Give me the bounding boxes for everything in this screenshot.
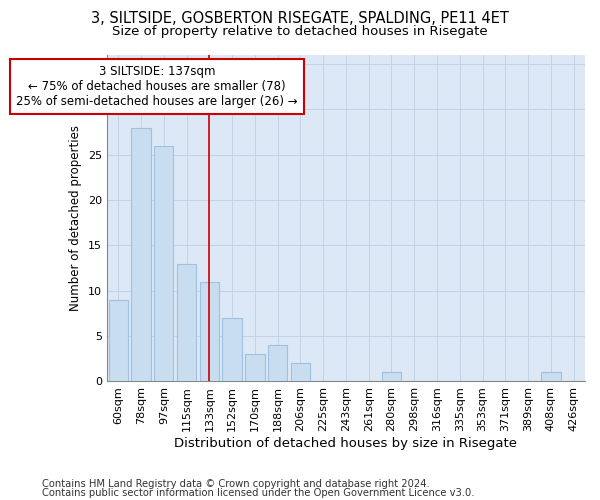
Y-axis label: Number of detached properties: Number of detached properties bbox=[70, 125, 82, 311]
Text: Contains HM Land Registry data © Crown copyright and database right 2024.: Contains HM Land Registry data © Crown c… bbox=[42, 479, 430, 489]
Bar bbox=[382, 372, 401, 382]
X-axis label: Distribution of detached houses by size in Risegate: Distribution of detached houses by size … bbox=[175, 437, 517, 450]
Bar bbox=[541, 372, 560, 382]
Bar bbox=[154, 146, 173, 382]
Bar bbox=[291, 364, 310, 382]
Bar bbox=[245, 354, 265, 382]
Bar bbox=[223, 318, 242, 382]
Bar bbox=[131, 128, 151, 382]
Text: 3, SILTSIDE, GOSBERTON RISEGATE, SPALDING, PE11 4ET: 3, SILTSIDE, GOSBERTON RISEGATE, SPALDIN… bbox=[91, 11, 509, 26]
Text: Size of property relative to detached houses in Risegate: Size of property relative to detached ho… bbox=[112, 25, 488, 38]
Text: 3 SILTSIDE: 137sqm
← 75% of detached houses are smaller (78)
25% of semi-detache: 3 SILTSIDE: 137sqm ← 75% of detached hou… bbox=[16, 65, 298, 108]
Bar bbox=[268, 345, 287, 382]
Text: Contains public sector information licensed under the Open Government Licence v3: Contains public sector information licen… bbox=[42, 488, 475, 498]
Bar bbox=[109, 300, 128, 382]
Bar bbox=[177, 264, 196, 382]
Bar bbox=[200, 282, 219, 382]
